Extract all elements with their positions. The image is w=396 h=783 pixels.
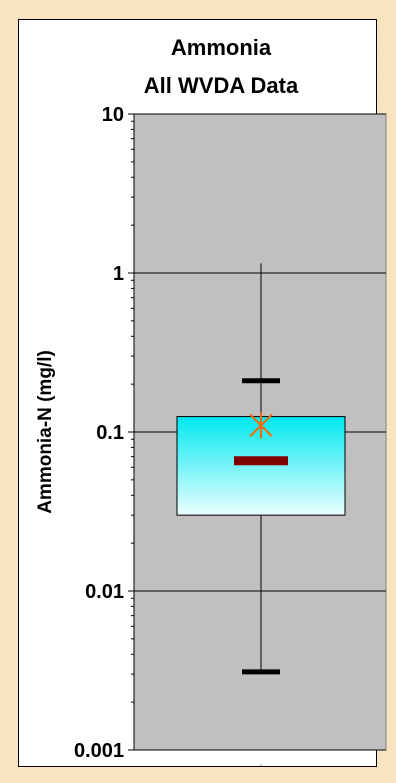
y-axis-label: Ammonia-N (mg/l) — [35, 350, 56, 514]
y-tick-label-0: 10 — [102, 104, 124, 126]
y-tick-label-1: 1 — [113, 263, 124, 285]
chart-title-line-2: All WVDA Data — [144, 73, 299, 98]
y-tick-label-2: 0.1 — [96, 422, 124, 444]
y-tick-label-4: 0.001 — [74, 740, 124, 762]
y-tick-label-3: 0.01 — [85, 581, 124, 603]
chart-title-line-1: Ammonia — [171, 35, 272, 60]
